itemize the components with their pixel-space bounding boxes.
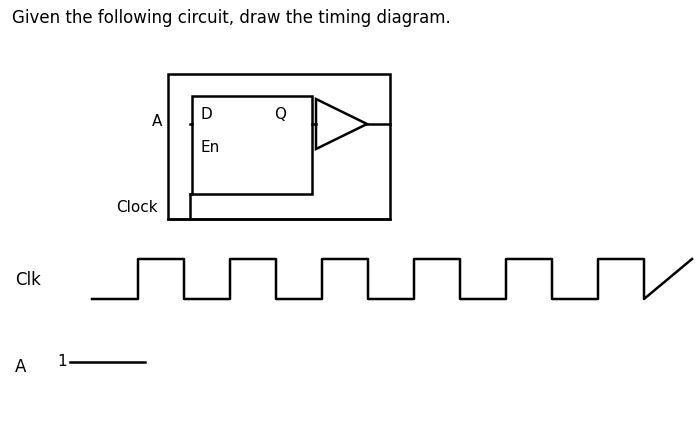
- Bar: [168, 75, 390, 219]
- Text: A: A: [15, 357, 27, 375]
- Bar: [192, 97, 312, 194]
- Text: D: D: [200, 107, 211, 122]
- Text: A: A: [152, 114, 162, 129]
- Text: En: En: [200, 140, 219, 155]
- Text: Clk: Clk: [15, 270, 41, 288]
- Text: Q: Q: [274, 107, 286, 122]
- Text: Given the following circuit, draw the timing diagram.: Given the following circuit, draw the ti…: [12, 9, 451, 27]
- Text: Clock: Clock: [116, 200, 158, 215]
- Text: 1: 1: [57, 354, 66, 369]
- Polygon shape: [316, 100, 367, 150]
